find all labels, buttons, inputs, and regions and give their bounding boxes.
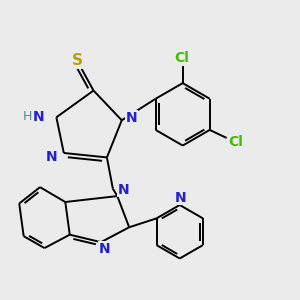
Text: N: N <box>125 111 137 125</box>
Text: H: H <box>22 110 32 123</box>
Text: Cl: Cl <box>228 135 243 149</box>
Text: N: N <box>175 190 186 205</box>
Text: N: N <box>117 182 129 197</box>
Text: Cl: Cl <box>174 51 189 65</box>
Text: S: S <box>72 53 83 68</box>
Text: N: N <box>46 150 57 164</box>
Text: N: N <box>99 242 110 256</box>
Text: N: N <box>33 110 44 124</box>
